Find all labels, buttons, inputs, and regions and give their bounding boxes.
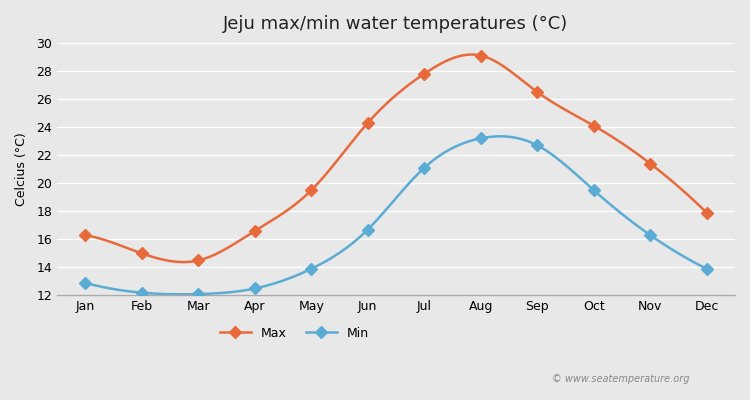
Legend: Max, Min: Max, Min	[214, 322, 374, 345]
Text: © www.seatemperature.org: © www.seatemperature.org	[553, 374, 690, 384]
Y-axis label: Celcius (°C): Celcius (°C)	[15, 132, 28, 206]
Title: Jeju max/min water temperatures (°C): Jeju max/min water temperatures (°C)	[224, 15, 568, 33]
